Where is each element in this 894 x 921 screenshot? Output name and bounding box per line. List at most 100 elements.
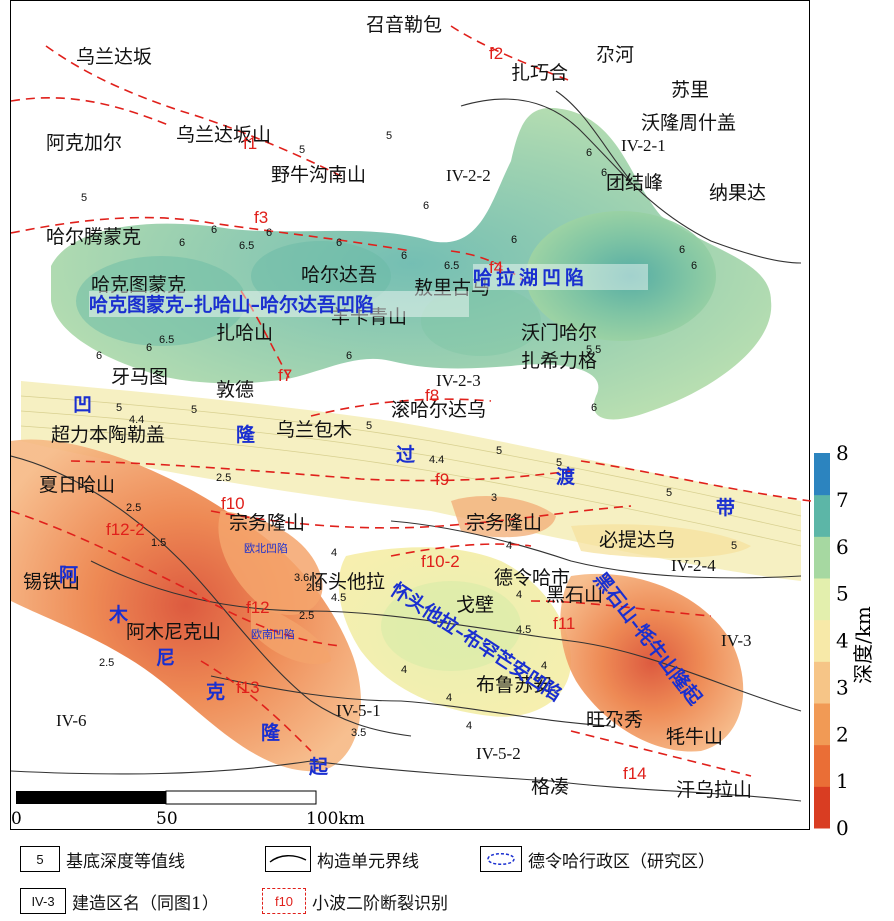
svg-text:6: 6 xyxy=(266,227,272,239)
place-wulandaban: 乌兰达坂 xyxy=(76,46,152,68)
svg-text:5: 5 xyxy=(191,404,197,416)
fault-label-f13: f13 xyxy=(236,678,260,697)
place-wulandabanshan: 乌兰达坂山 xyxy=(176,124,271,146)
legend-fault: f10 小波二阶断裂识别 xyxy=(262,888,448,914)
svg-text:6: 6 xyxy=(96,350,102,362)
place-bulunan: 布鲁苏安 xyxy=(476,674,552,696)
svg-text:6.5: 6.5 xyxy=(159,334,174,346)
colorbar-tick-label: 4 xyxy=(836,629,849,653)
huaitou-depression-fill xyxy=(338,547,571,717)
svg-text:4.4: 4.4 xyxy=(429,454,444,466)
place-amunikeshan: 阿木尼克山 xyxy=(126,621,221,643)
svg-text:5: 5 xyxy=(366,420,372,432)
zongwulong-patch xyxy=(451,496,556,538)
place-maoniu: 牦牛山 xyxy=(666,726,723,748)
fault-label-f14: f14 xyxy=(623,764,647,783)
svg-text:2.5: 2.5 xyxy=(99,657,114,669)
place-dunde: 敦德 xyxy=(216,379,254,401)
svg-text:4: 4 xyxy=(401,664,407,676)
legend-boundary-label: 构造单元界线 xyxy=(317,851,419,872)
colorbar-tick-label: 8 xyxy=(836,445,849,465)
transition-char: 带 xyxy=(716,497,735,519)
fault-label-f8: f8 xyxy=(425,386,439,405)
svg-text:4: 4 xyxy=(331,547,337,559)
amunike-uplift-label: 阿 木 尼 克 隆 起 xyxy=(59,564,329,778)
colorbar-ticks: 0 1 2 3 4 5 6 7 8 xyxy=(836,441,849,840)
colorbar-tick-label: 2 xyxy=(836,722,849,746)
svg-text:2.5: 2.5 xyxy=(306,582,321,594)
svg-text:5: 5 xyxy=(386,130,392,142)
legend: 5 基底深度等值线 构造单元界线 德令哈行政区（研究区） IV-3 建造区名（同… xyxy=(0,840,894,921)
colorbar-swatch xyxy=(814,661,830,704)
legend-admin-box xyxy=(480,846,522,872)
svg-text:5: 5 xyxy=(496,445,502,457)
colorbar-swatch xyxy=(814,536,830,579)
place-hanwulashan: 汗乌拉山 xyxy=(676,779,752,801)
svg-text:5.5: 5.5 xyxy=(586,344,601,356)
unit-iv-5-2: IV-5-2 xyxy=(476,744,521,763)
basin-haketu: 哈克图蒙克–扎哈山–哈尔达吾凹陷 xyxy=(89,293,374,316)
place-haerdawu: 哈尔达吾 xyxy=(301,264,377,286)
place-zhaoyinlebao: 召音勒包 xyxy=(366,14,442,36)
place-wangduoxiu: 旺尕秀 xyxy=(586,709,643,731)
svg-text:6: 6 xyxy=(679,244,685,256)
colorbar-title: 深度/km xyxy=(851,606,875,684)
place-zhaxilige: 扎希力格 xyxy=(521,350,597,372)
place-suli: 苏里 xyxy=(671,79,709,101)
legend-boundary-box xyxy=(265,846,311,872)
colorbar-swatch xyxy=(814,578,830,621)
svg-text:6: 6 xyxy=(601,167,607,179)
transition-belt-label: 凹 隆 过 渡 带 xyxy=(73,394,735,519)
place-naguoda: 纳果达 xyxy=(709,182,766,204)
place-gunhaerdawu: 滚哈尔达乌 xyxy=(391,399,486,421)
legend-unit-label: 建造区名（同图1） xyxy=(72,893,219,914)
bitidawu-patch xyxy=(571,524,751,558)
colorbar-swatches xyxy=(814,453,830,829)
place-gebi: 戈壁 xyxy=(456,594,494,616)
svg-text:4: 4 xyxy=(541,660,547,672)
legend-contour: 5 基底深度等值线 xyxy=(20,846,185,872)
svg-text:4.4: 4.4 xyxy=(129,414,144,426)
northern-depression-fill xyxy=(51,108,772,420)
place-heishishan: 黑石山 xyxy=(546,584,603,606)
legend-fault-box: f10 xyxy=(262,888,306,914)
svg-text:2.5: 2.5 xyxy=(126,502,141,514)
svg-text:6: 6 xyxy=(691,260,697,272)
unit-iv-2-1: IV-2-1 xyxy=(621,136,666,155)
svg-text:6.5: 6.5 xyxy=(444,260,459,272)
legend-admin: 德令哈行政区（研究区） xyxy=(480,846,715,872)
svg-text:6: 6 xyxy=(401,250,407,262)
svg-text:2.5: 2.5 xyxy=(299,610,314,622)
unit-iv-2-2: IV-2-2 xyxy=(446,166,491,185)
place-yangqingshan: 羊卡青山 xyxy=(331,306,407,328)
colorbar-swatch xyxy=(814,494,830,537)
colorbar-tick-label: 5 xyxy=(836,582,849,606)
tectonic-boundaries xyxy=(10,90,802,802)
unit-iv-2-4: IV-2-4 xyxy=(671,556,716,575)
svg-text:5: 5 xyxy=(731,540,737,552)
svg-text:5: 5 xyxy=(556,457,562,469)
place-xiarihashan: 夏日哈山 xyxy=(39,474,115,496)
legend-fault-label: 小波二阶断裂识别 xyxy=(312,893,448,914)
amunike-char: 阿 xyxy=(59,564,78,586)
colorbar-swatch xyxy=(814,786,830,829)
svg-text:3.5: 3.5 xyxy=(351,727,366,739)
place-gecou: 格凑 xyxy=(531,776,569,798)
svg-text:6: 6 xyxy=(336,237,342,249)
map-frame: 召音勒包 乌兰达坂 扎巧合 尕河 苏里 沃隆周什盖 阿克加尔 乌兰达坂山 野牛沟… xyxy=(10,0,812,830)
scale-label-0: 0 xyxy=(11,809,22,829)
transition-char: 隆 xyxy=(236,423,256,446)
colorbar-swatch xyxy=(814,744,830,787)
svg-text:5: 5 xyxy=(299,144,305,156)
scale-label-100: 100km xyxy=(306,809,365,829)
place-yeniugounanshan: 野牛沟南山 xyxy=(271,164,366,186)
legend-contour-box: 5 xyxy=(20,846,60,872)
transition-char: 渡 xyxy=(556,465,576,488)
amunike-char: 克 xyxy=(206,680,225,703)
svg-text:1.5: 1.5 xyxy=(151,537,166,549)
place-wolongzhoushigai: 沃隆周什盖 xyxy=(641,112,736,134)
place-yamatu: 牙马图 xyxy=(111,366,168,388)
colorbar-swatch xyxy=(814,453,830,496)
depth-map: 召音勒包 乌兰达坂 扎巧合 尕河 苏里 沃隆周什盖 阿克加尔 乌兰达坂山 野牛沟… xyxy=(10,14,812,829)
basin-ounan: 欧南凹陷 xyxy=(251,627,295,641)
